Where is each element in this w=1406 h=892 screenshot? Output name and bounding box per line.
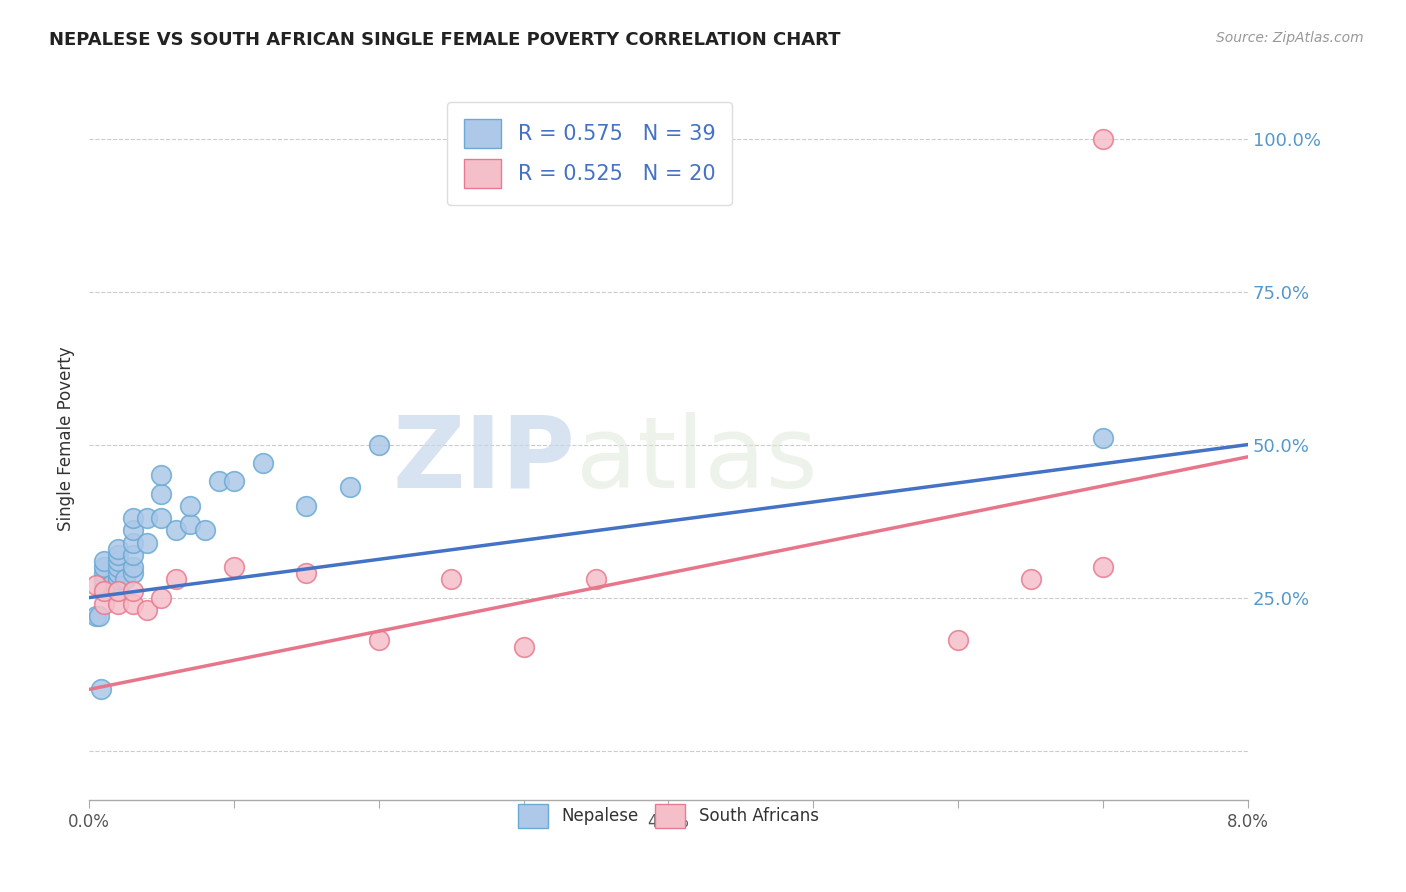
- Point: [114, 572, 136, 586]
- Point: [150, 486, 173, 500]
- Point: [1091, 432, 1114, 446]
- Point: [179, 517, 201, 532]
- Point: [367, 633, 389, 648]
- Point: [107, 566, 129, 580]
- Point: [367, 437, 389, 451]
- Point: [121, 584, 143, 599]
- Text: Source: ZipAtlas.com: Source: ZipAtlas.com: [1216, 31, 1364, 45]
- Point: [208, 475, 231, 489]
- Point: [93, 572, 115, 586]
- Point: [136, 603, 159, 617]
- Point: [1019, 572, 1042, 586]
- Text: ZIP: ZIP: [392, 411, 575, 508]
- Point: [121, 523, 143, 537]
- Point: [252, 456, 274, 470]
- Point: [93, 597, 115, 611]
- Point: [107, 560, 129, 574]
- Point: [585, 572, 607, 586]
- Point: [121, 535, 143, 549]
- Point: [222, 560, 245, 574]
- Point: [121, 560, 143, 574]
- Point: [440, 572, 463, 586]
- Point: [90, 682, 112, 697]
- Point: [93, 566, 115, 580]
- Point: [107, 548, 129, 562]
- Point: [93, 554, 115, 568]
- Point: [121, 511, 143, 525]
- Point: [93, 584, 115, 599]
- Point: [339, 480, 361, 494]
- Point: [179, 499, 201, 513]
- Point: [86, 578, 108, 592]
- Point: [93, 560, 115, 574]
- Point: [121, 548, 143, 562]
- Y-axis label: Single Female Poverty: Single Female Poverty: [58, 346, 75, 531]
- Point: [295, 566, 318, 580]
- Point: [121, 597, 143, 611]
- Point: [121, 566, 143, 580]
- Point: [107, 554, 129, 568]
- Point: [1091, 560, 1114, 574]
- Point: [150, 591, 173, 605]
- Point: [295, 499, 318, 513]
- Point: [150, 511, 173, 525]
- Point: [89, 609, 111, 624]
- Point: [512, 640, 534, 654]
- Point: [93, 578, 115, 592]
- Point: [222, 475, 245, 489]
- Text: NEPALESE VS SOUTH AFRICAN SINGLE FEMALE POVERTY CORRELATION CHART: NEPALESE VS SOUTH AFRICAN SINGLE FEMALE …: [49, 31, 841, 49]
- Point: [1091, 131, 1114, 145]
- Point: [165, 523, 187, 537]
- Point: [107, 584, 129, 599]
- Point: [107, 541, 129, 556]
- Point: [194, 523, 217, 537]
- Point: [165, 572, 187, 586]
- Text: atlas: atlas: [575, 411, 817, 508]
- Point: [107, 572, 129, 586]
- Point: [136, 535, 159, 549]
- Point: [107, 597, 129, 611]
- Point: [100, 578, 122, 592]
- Point: [150, 468, 173, 483]
- Point: [86, 609, 108, 624]
- Point: [946, 633, 969, 648]
- Point: [107, 572, 129, 586]
- Point: [136, 511, 159, 525]
- Legend: Nepalese, South Africans: Nepalese, South Africans: [512, 797, 825, 835]
